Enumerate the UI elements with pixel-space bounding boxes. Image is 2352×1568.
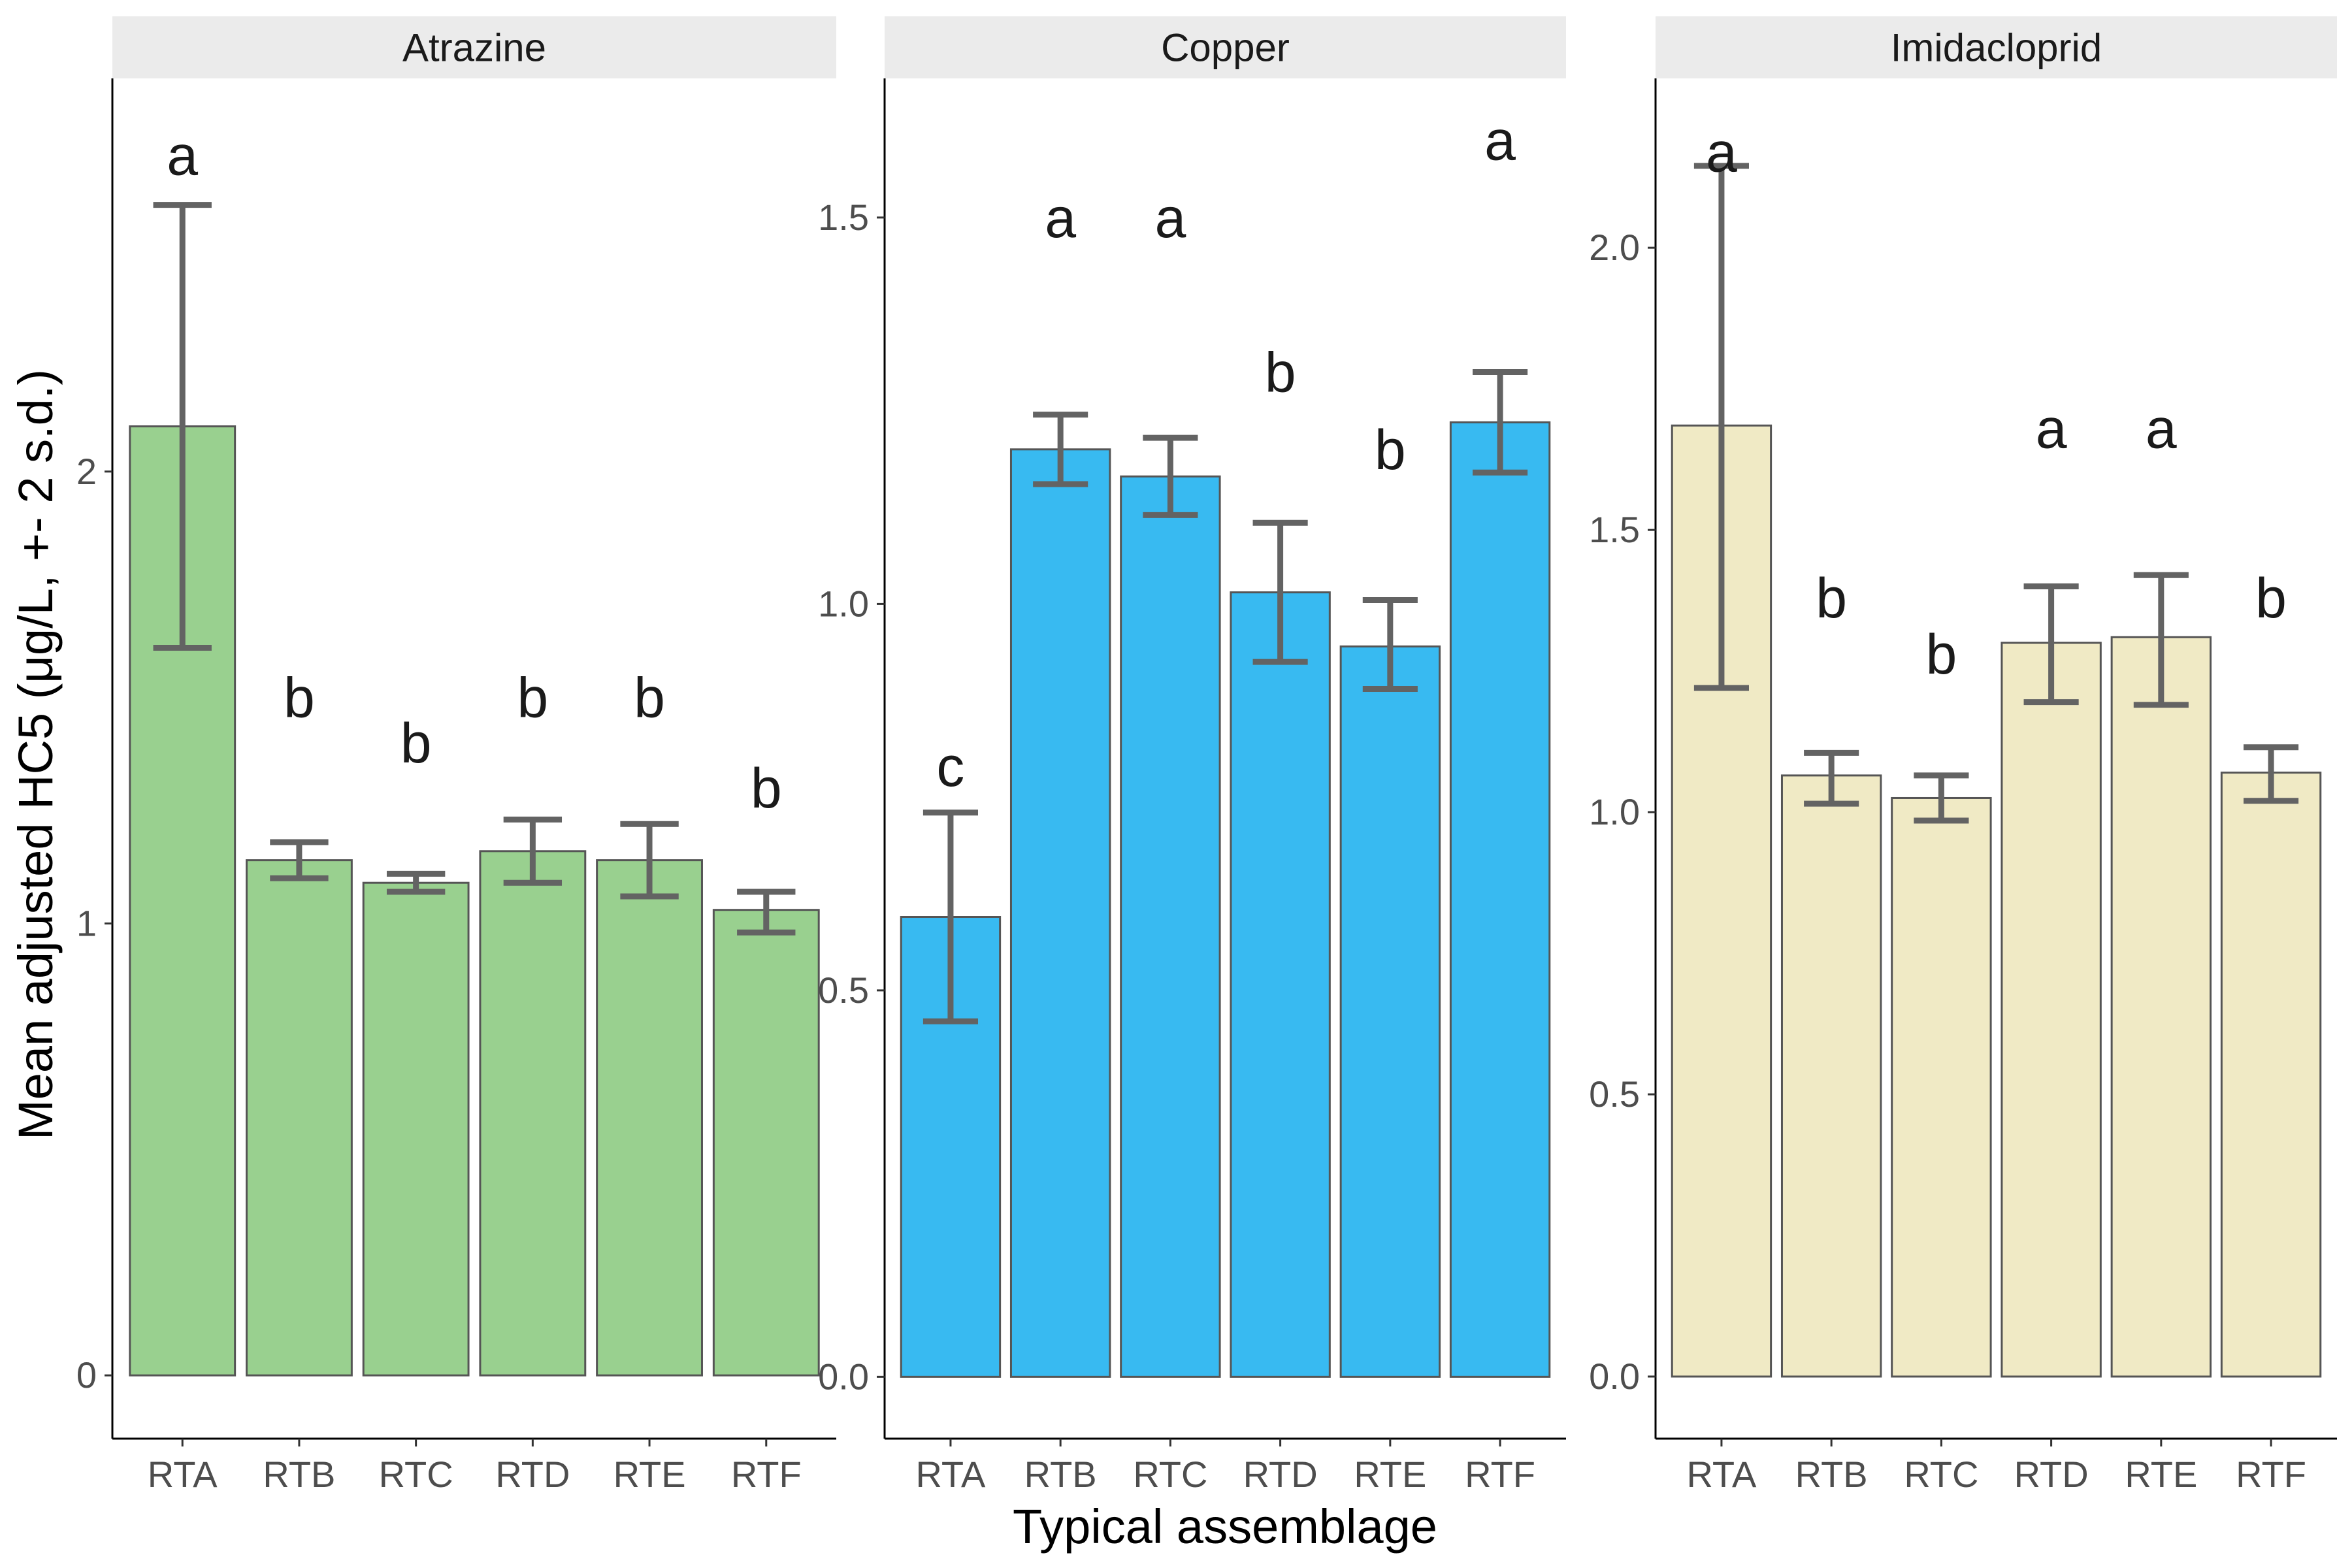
bar-rte xyxy=(1339,645,1441,1378)
error-bar-rte xyxy=(1362,596,1418,693)
bar-rtc xyxy=(362,881,470,1377)
significance-letter: c xyxy=(936,736,964,798)
panel-copper: Copper c a a b b a 0.0 0.5 1.0 1.5 RTA RTB RTC RTD RTE R… xyxy=(818,16,1566,1495)
facet-title: Copper xyxy=(1161,26,1290,70)
x-tick-label: RTD xyxy=(1243,1454,1318,1495)
x-tick-label: RTB xyxy=(1795,1454,1868,1495)
bar-rtb xyxy=(246,859,353,1377)
bar-rtd xyxy=(479,850,587,1377)
bar-rtc xyxy=(1891,796,1992,1378)
y-tick-label: 0.0 xyxy=(1589,1356,1640,1397)
y-tick-label: 0 xyxy=(76,1354,97,1396)
facet-strip xyxy=(1656,16,2337,78)
bar-rtd xyxy=(1230,591,1331,1378)
y-tick-label: 0.5 xyxy=(818,970,869,1011)
significance-letter: b xyxy=(751,757,782,820)
bar-rtd xyxy=(2001,642,2102,1378)
error-bar-rte xyxy=(2133,572,2189,708)
significance-letter: a xyxy=(1154,187,1186,250)
x-tick-label: RTE xyxy=(613,1454,686,1495)
error-bar-rtd xyxy=(503,816,563,886)
y-tick-label: 0.5 xyxy=(1589,1073,1640,1115)
bar-rte xyxy=(596,859,703,1377)
x-tick-label: RTC xyxy=(379,1454,453,1495)
significance-letter: b xyxy=(634,667,665,730)
x-tick-label: RTC xyxy=(1904,1454,1978,1495)
facet-title: Atrazine xyxy=(402,26,546,70)
facet-title: Imidacloprid xyxy=(1891,26,2102,70)
error-bar-rtd xyxy=(2023,583,2079,706)
x-tick-label: RTC xyxy=(1133,1454,1207,1495)
error-bar-rtf xyxy=(737,889,796,936)
significance-letter: b xyxy=(1925,623,1957,686)
x-axis-title: Typical assemblage xyxy=(1013,1499,1437,1554)
error-bar-rtf xyxy=(2244,744,2299,804)
x-tick-label: RTE xyxy=(1354,1454,1426,1495)
x-tick-label: RTB xyxy=(263,1454,335,1495)
y-tick-label: 2.0 xyxy=(1589,227,1640,268)
error-bar-rtb xyxy=(1804,749,1859,807)
facet-strip xyxy=(112,16,836,78)
y-tick-label: 1.0 xyxy=(818,583,869,624)
x-tick-label: RTD xyxy=(2014,1454,2089,1495)
error-bar-rtb xyxy=(1033,412,1088,487)
y-axis-title: Mean adjusted HC5 (μg/L, +- 2 s.d.) xyxy=(8,369,63,1140)
x-tick-label: RTE xyxy=(2125,1454,2197,1495)
y-tick-label: 2 xyxy=(76,451,97,492)
y-tick-label: 1.0 xyxy=(1589,791,1640,832)
error-bar-rta xyxy=(1693,163,1749,691)
y-tick-label: 1 xyxy=(76,902,97,943)
error-bar-rta xyxy=(153,202,212,651)
panel-imidacloprid: Imidacloprid a b b a a b 0.0 0.5 1.0 1.5 2.0 RTA RTB R… xyxy=(1589,16,2337,1495)
bar-rtb xyxy=(1780,774,1882,1378)
error-bar-rtf xyxy=(1473,369,1528,476)
significance-letter: b xyxy=(400,712,432,775)
significance-letter: a xyxy=(167,125,198,188)
significance-letter: b xyxy=(1816,567,1847,630)
panel-atrazine: Atrazine a b b b b b 0 1 2 RTA RTB RTC RTD RTE RTF xyxy=(76,16,836,1495)
bar-rtf xyxy=(2220,772,2322,1378)
significance-letter: b xyxy=(1265,342,1296,404)
error-bar-rtb xyxy=(270,839,329,881)
y-tick-label: 1.5 xyxy=(1589,509,1640,550)
error-bar-rtc xyxy=(1143,434,1198,518)
error-bar-rtc xyxy=(1914,772,1969,824)
significance-letter: a xyxy=(2036,398,2067,461)
bar-rtc xyxy=(1120,475,1221,1378)
x-tick-label: RTA xyxy=(916,1454,986,1495)
x-tick-label: RTF xyxy=(2236,1454,2306,1495)
x-tick-label: RTF xyxy=(731,1454,802,1495)
error-bar-rtd xyxy=(1252,519,1308,665)
bar-rtf xyxy=(1449,421,1551,1378)
significance-letter: a xyxy=(1706,121,1737,184)
x-tick-label: RTF xyxy=(1465,1454,1535,1495)
error-bar-rta xyxy=(923,809,978,1024)
y-tick-label: 0.0 xyxy=(818,1356,869,1397)
significance-letter: b xyxy=(2255,567,2287,630)
significance-letter: b xyxy=(517,667,548,730)
facet-strip xyxy=(885,16,1566,78)
x-tick-label: RTA xyxy=(148,1454,218,1495)
significance-letter: a xyxy=(1484,110,1516,172)
x-tick-label: RTB xyxy=(1024,1454,1097,1495)
y-tick-label: 1.5 xyxy=(818,197,869,238)
bar-rte xyxy=(2110,636,2212,1378)
bar-rtb xyxy=(1009,448,1111,1378)
significance-letter: b xyxy=(1375,419,1406,482)
x-tick-label: RTD xyxy=(495,1454,570,1495)
x-tick-label: RTA xyxy=(1687,1454,1757,1495)
significance-letter: a xyxy=(2146,398,2177,461)
error-bar-rtc xyxy=(386,870,446,895)
error-bar-rte xyxy=(620,821,679,900)
bar-rtf xyxy=(712,909,820,1377)
significance-letter: b xyxy=(284,667,315,730)
significance-letter: a xyxy=(1045,187,1076,250)
